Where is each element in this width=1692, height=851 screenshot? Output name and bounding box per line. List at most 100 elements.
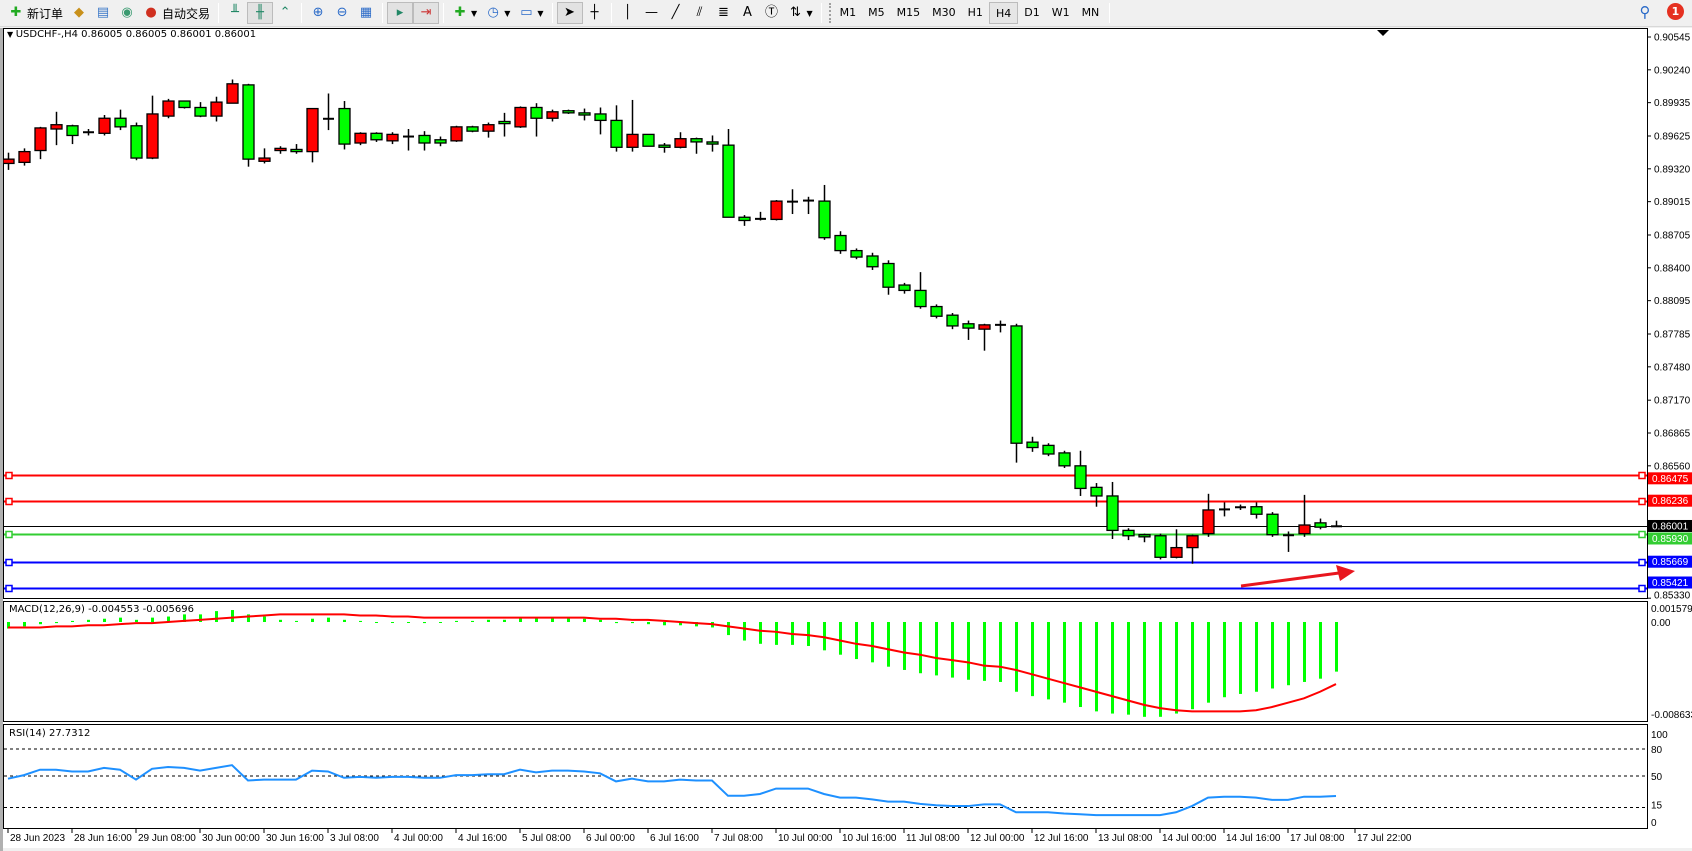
- macd-histogram-bar: [519, 617, 522, 622]
- fibonacci-button[interactable]: ≣: [712, 2, 736, 24]
- price-tick-label: 0.89320: [1654, 164, 1691, 175]
- notification-badge[interactable]: 1: [1667, 3, 1684, 20]
- rsi-tick-label: 15: [1651, 801, 1663, 812]
- candle-body: [946, 314, 959, 327]
- new-order-button[interactable]: ✚ 新订单: [4, 2, 67, 24]
- timeframe-m1[interactable]: M1: [839, 6, 857, 19]
- vertical-line-button[interactable]: │: [616, 2, 640, 24]
- macd-histogram-bar: [215, 611, 218, 622]
- candle-body: [1026, 441, 1039, 449]
- toolbar-grip[interactable]: [828, 3, 831, 23]
- chart-menu-triangle-icon[interactable]: ▼: [7, 30, 16, 39]
- candle: [787, 189, 798, 215]
- timeframe-m30[interactable]: M30: [932, 6, 956, 19]
- time-label: 5 Jul 08:00: [522, 833, 571, 844]
- macd-histogram-bar: [439, 622, 442, 623]
- macd-histogram-bar: [567, 617, 570, 622]
- candle-body: [162, 100, 175, 117]
- cursor-button[interactable]: ➤: [556, 2, 583, 24]
- candle: [50, 111, 63, 146]
- timeframe-w1[interactable]: W1: [1051, 6, 1070, 19]
- arrows-button[interactable]: ⇅ ▼: [784, 2, 817, 24]
- chart-window[interactable]: 0.90545 0.90240 0.89935 0.89625 0.89320 0.890…: [0, 28, 1692, 851]
- auto-trading-button[interactable]: ● 自动交易: [139, 2, 214, 24]
- candle: [242, 83, 255, 167]
- macd-histogram-bar: [375, 622, 378, 623]
- candle-body: [386, 133, 399, 142]
- candle: [738, 215, 751, 226]
- timeframe-mn[interactable]: MN: [1081, 6, 1100, 19]
- candle-body: [370, 132, 383, 141]
- timeframe-h1[interactable]: H1: [967, 6, 983, 19]
- rsi-tick-label: 50: [1651, 772, 1663, 783]
- candle: [866, 252, 879, 270]
- text-label-button[interactable]: Ⓣ: [760, 2, 784, 24]
- chart-shift-icon: ▸: [396, 5, 404, 20]
- new-order-icon: ✚: [10, 5, 22, 20]
- macd-histogram-bar: [23, 622, 26, 627]
- line-chart-button[interactable]: ⌃: [273, 2, 297, 24]
- horizontal-line-icon: —: [645, 5, 658, 20]
- price-tick-label: 0.87480: [1654, 362, 1691, 373]
- candle-body: [866, 255, 879, 268]
- time-label: 28 Jun 16:00: [74, 833, 132, 844]
- candle: [130, 122, 143, 161]
- market-watch-icon: ▤: [96, 5, 110, 20]
- candle-body: [130, 125, 143, 159]
- candle-body: [850, 249, 863, 258]
- timeframe-m5[interactable]: M5: [868, 6, 885, 19]
- candle: [386, 132, 399, 145]
- zoom-in-button[interactable]: ⊕: [306, 2, 330, 24]
- macd-histogram-bar: [1095, 622, 1098, 712]
- chart-shift-button[interactable]: ▸: [387, 2, 414, 24]
- equidistant-channel-button[interactable]: ⫽: [688, 2, 712, 24]
- candle: [690, 137, 703, 154]
- templates-button[interactable]: ▭ ▼: [514, 2, 547, 24]
- gold-button[interactable]: ◆: [67, 2, 91, 24]
- new-indicator-button[interactable]: ✚ ▼: [448, 2, 481, 24]
- candle: [194, 102, 207, 118]
- vertical-line-icon: │: [623, 5, 632, 20]
- macd-histogram-bar: [807, 622, 810, 646]
- trend-arrow-line: [1240, 571, 1340, 588]
- timeframe-m15[interactable]: M15: [896, 6, 921, 19]
- candle: [1042, 443, 1055, 457]
- trendline-button[interactable]: ╱: [664, 2, 688, 24]
- candle-body: [50, 124, 63, 130]
- candle: [18, 148, 31, 166]
- candle: [162, 98, 175, 119]
- auto-trading-label: 自动交易: [162, 6, 211, 21]
- candlestick-button[interactable]: ╫: [247, 2, 274, 24]
- candle-body: [242, 84, 255, 160]
- bar-chart-button[interactable]: ╨: [223, 2, 247, 24]
- timeframe-h4[interactable]: H4: [988, 2, 1019, 24]
- chart-canvas[interactable]: 0.90545 0.90240 0.89935 0.89625 0.89320 0.890…: [3, 28, 1692, 851]
- macd-histogram-bar: [951, 622, 954, 678]
- horizontal-line-button[interactable]: —: [640, 2, 664, 24]
- market-watch-button[interactable]: ▤: [91, 2, 115, 24]
- time-label: 28 Jun 2023: [10, 833, 65, 844]
- signals-button[interactable]: ◉: [115, 2, 139, 24]
- time-label: 4 Jul 00:00: [394, 833, 443, 844]
- candle: [882, 260, 895, 295]
- macd-histogram-bar: [903, 622, 906, 670]
- autoscroll-button[interactable]: ⇥: [413, 2, 440, 24]
- candle-body: [1266, 513, 1279, 536]
- tile-windows-button[interactable]: ▦: [354, 2, 378, 24]
- macd-histogram-bar: [663, 622, 666, 626]
- crosshair-button[interactable]: ┼: [583, 2, 607, 24]
- arrows-icon: ⇅: [790, 5, 801, 20]
- timeframe-d1[interactable]: D1: [1024, 6, 1040, 19]
- search-icon[interactable]: ⚲: [1639, 2, 1651, 21]
- periods-button[interactable]: ◷ ▼: [481, 2, 514, 24]
- candle: [98, 115, 111, 136]
- zoom-out-button[interactable]: ⊖: [330, 2, 354, 24]
- candle-body: [338, 107, 351, 145]
- candle-body: [482, 124, 495, 132]
- candle-body: [1090, 486, 1103, 497]
- candle-body: [1138, 534, 1151, 538]
- candle: [514, 106, 527, 128]
- candle: [1154, 533, 1167, 560]
- macd-histogram-bar: [967, 622, 970, 680]
- text-button[interactable]: A: [736, 2, 760, 24]
